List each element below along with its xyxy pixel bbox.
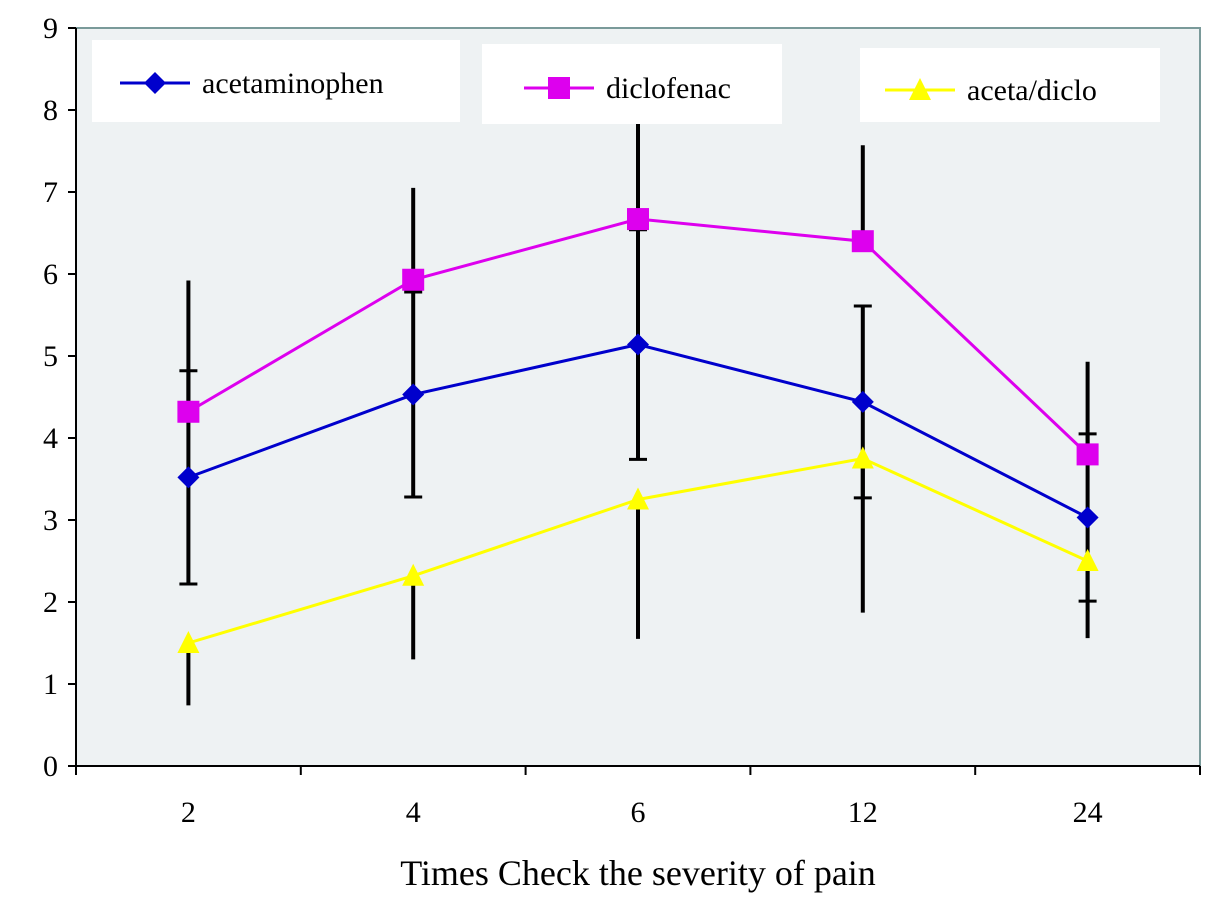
legend-box-diclofenac — [482, 44, 782, 124]
data-point-aceta-diclo — [177, 631, 200, 653]
data-point-diclofenac — [177, 400, 200, 423]
legend-marker-diclofenac — [548, 77, 570, 99]
data-point-diclofenac — [627, 208, 649, 231]
data-point-aceta-diclo — [627, 487, 649, 510]
data-point-acetaminophen — [627, 333, 649, 356]
y-tick-label: 1 — [43, 668, 58, 701]
y-tick-label: 8 — [43, 94, 58, 127]
x-tick-label: 4 — [406, 796, 421, 829]
y-tick-label: 0 — [43, 750, 58, 783]
legend-marker-acetaminophen — [144, 72, 166, 94]
legend-label-acetaminophen: acetaminophen — [202, 67, 384, 100]
data-point-acetaminophen — [402, 383, 425, 406]
y-tick-label: 5 — [43, 340, 58, 373]
data-point-aceta-diclo — [851, 446, 874, 469]
y-tick-label: 3 — [43, 504, 58, 537]
data-point-diclofenac — [402, 268, 425, 291]
legend-label-aceta-diclo: aceta/diclo — [967, 74, 1097, 107]
data-point-diclofenac — [1076, 443, 1099, 466]
data-point-acetaminophen — [851, 390, 874, 413]
x-tick-label: 6 — [631, 796, 646, 829]
legend-marker-aceta-diclo — [909, 78, 931, 100]
data-point-acetaminophen — [177, 466, 200, 489]
x-axis-label: Times Check the severity of pain — [400, 853, 876, 893]
y-tick-label: 4 — [43, 422, 58, 455]
data-point-diclofenac — [851, 230, 874, 253]
legend-label-diclofenac: diclofenac — [606, 72, 731, 105]
x-tick-label: 12 — [848, 796, 878, 829]
y-tick-label: 7 — [43, 176, 58, 209]
data-point-aceta-diclo — [402, 563, 425, 586]
y-tick-label: 9 — [43, 12, 58, 45]
x-tick-label: 2 — [181, 796, 196, 829]
y-tick-label: 2 — [43, 586, 58, 619]
data-point-aceta-diclo — [1076, 549, 1099, 571]
x-tick-label: 24 — [1073, 796, 1103, 829]
data-point-acetaminophen — [1076, 506, 1099, 529]
y-tick-label: 6 — [43, 258, 58, 291]
legend-box-aceta-diclo — [860, 48, 1160, 122]
